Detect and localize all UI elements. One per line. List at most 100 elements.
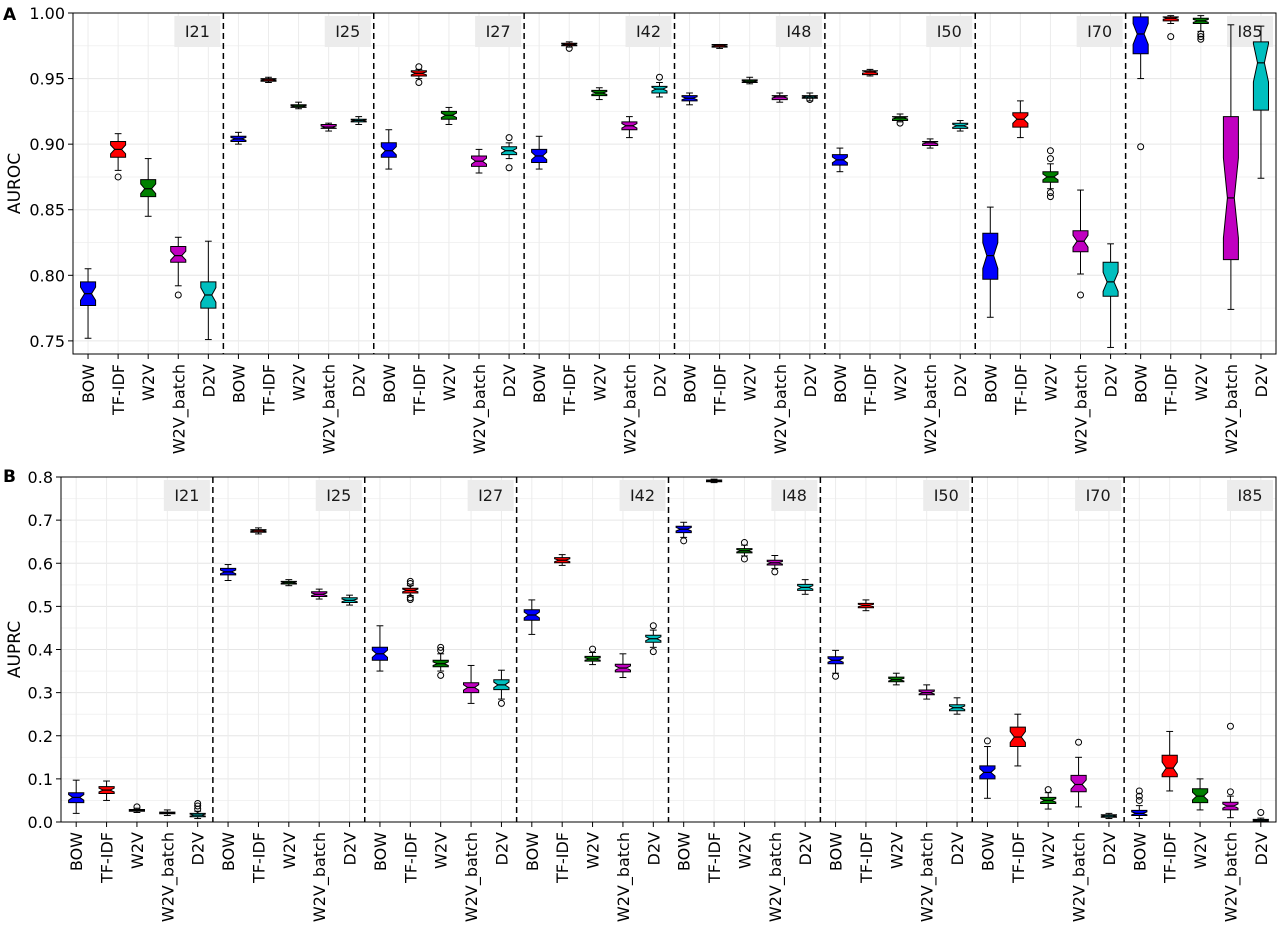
box-I50-BOW — [831, 147, 848, 173]
y-tick-label: 0.95 — [29, 70, 65, 89]
box-body — [1161, 754, 1178, 778]
y-tick-label: 0.0 — [28, 813, 53, 832]
x-tick-label: W2V_batch — [614, 832, 634, 922]
outlier-point — [1135, 796, 1143, 804]
panel-a-auroc-chart: I21 I25 I27 I42 I48 I50 I70 I85 0.75 0.80 0.85 0.90… — [5, 4, 1277, 454]
outlier-point — [194, 802, 202, 810]
x-tick-label: W2V — [280, 832, 299, 869]
outlier-point — [740, 555, 748, 563]
box-I21-D2V — [200, 240, 217, 341]
x-tick-label: D2V — [796, 832, 815, 866]
x-tick-label: BOW — [1130, 832, 1149, 871]
x-tick-label: W2V — [290, 364, 309, 401]
facet-label-bg — [324, 16, 371, 47]
x-tick-label: TF-IDF — [711, 364, 730, 416]
facet-label: I85 — [1237, 22, 1262, 41]
outlier-point — [1077, 291, 1085, 299]
x-tick-label: TF-IDF — [401, 832, 420, 884]
box-I48-D2V — [801, 92, 818, 104]
x-tick-label: TF-IDF — [1162, 364, 1181, 416]
box-I27-W2V — [432, 643, 449, 679]
x-tick-label: TF-IDF — [109, 364, 128, 416]
panel-b-auprc-chart: I21 I25 I27 I42 I48 I50 I70 I85 0.0 0.1 0.2 0.3 0.4 0… — [5, 468, 1277, 922]
x-tick-label: W2V_batch — [310, 832, 330, 922]
box-I21-W2V_batch — [170, 236, 187, 299]
box-I21-W2V_batch — [159, 809, 176, 817]
facet-label-bg — [1076, 16, 1123, 47]
outlier-point — [1046, 147, 1054, 155]
y-tick-label: 0.7 — [28, 511, 53, 530]
x-tick-label: W2V — [1191, 832, 1210, 869]
box-I70-W2V — [1040, 786, 1057, 810]
x-tick-label: D2V — [341, 832, 360, 866]
x-tick-label: D2V — [189, 832, 208, 866]
x-tick-label: BOW — [831, 364, 850, 403]
outlier-point — [505, 134, 513, 142]
x-tick-label: TF-IDF — [705, 832, 724, 884]
box-I50-D2V — [952, 120, 969, 132]
x-tick-label: W2V_batch — [320, 364, 340, 454]
box-body — [1252, 41, 1269, 111]
outlier-point — [649, 622, 657, 630]
box-I85-TF-IDF — [1161, 730, 1178, 792]
outlier-point — [589, 645, 597, 653]
outlier-point — [896, 119, 904, 127]
outlier-point — [133, 803, 141, 811]
x-tick-label: BOW — [827, 832, 846, 871]
y-tick-label: 0.5 — [28, 597, 53, 616]
box-I50-TF-IDF — [862, 68, 878, 77]
x-tick-label: TF-IDF — [259, 364, 278, 416]
box-I42-TF-IDF — [561, 41, 578, 52]
y-tick-label: 1.00 — [29, 4, 65, 23]
facet-label-bg — [1227, 480, 1273, 511]
outlier-point — [806, 96, 814, 104]
facet-label-bg — [775, 16, 822, 47]
x-tick-label: BOW — [530, 364, 549, 403]
x-tick-label: D2V — [644, 832, 663, 866]
x-tick-label: BOW — [67, 832, 86, 871]
box-body — [922, 141, 939, 146]
x-tick-label: W2V_batch — [918, 832, 938, 922]
box-I70-D2V — [1102, 243, 1119, 348]
box-I25-BOW — [220, 564, 237, 581]
outlier-point — [740, 539, 748, 547]
box-body — [170, 246, 187, 263]
x-tick-label: W2V_batch — [1221, 832, 1241, 922]
outlier-point — [194, 799, 202, 807]
facet-label-bg — [1075, 480, 1122, 511]
box-I85-W2V_batch — [1222, 24, 1239, 310]
box-body — [320, 124, 337, 129]
box-I25-D2V — [350, 116, 367, 125]
x-tick-label: W2V — [440, 364, 459, 401]
x-tick-label: BOW — [978, 832, 997, 871]
outlier-point — [1044, 786, 1052, 794]
x-tick-label: D2V — [650, 364, 669, 398]
facet-label: I48 — [786, 22, 811, 41]
facet-label: I42 — [636, 22, 661, 41]
panel-a-letter: A — [3, 5, 17, 25]
y-axis-label: AUPRC — [5, 621, 25, 678]
box-I25-BOW — [230, 131, 247, 145]
box-body — [892, 116, 909, 121]
x-tick-label: W2V — [432, 832, 451, 869]
box-I21-BOW — [68, 779, 85, 814]
outlier-point — [565, 44, 573, 52]
facet-label-bg — [163, 480, 210, 511]
box-I27-W2V — [440, 106, 457, 125]
x-tick-label: W2V — [128, 832, 147, 869]
box-body — [1012, 112, 1029, 128]
y-tick-label: 0.8 — [28, 468, 53, 487]
outlier-point — [437, 643, 445, 651]
box-I27-BOW — [380, 129, 397, 170]
box-I27-BOW — [371, 625, 388, 672]
outlier-point — [437, 671, 445, 679]
x-tick-label: W2V_batch — [462, 832, 482, 922]
x-tick-label: TF-IDF — [410, 364, 429, 416]
facet-label: I50 — [937, 22, 962, 41]
box-I85-TF-IDF — [1162, 15, 1179, 41]
y-tick-label: 0.85 — [29, 201, 65, 220]
box-I25-TF-IDF — [250, 527, 267, 535]
x-tick-label: TF-IDF — [861, 364, 880, 416]
facet-label-bg — [619, 480, 666, 511]
facet-label-bg — [771, 480, 818, 511]
